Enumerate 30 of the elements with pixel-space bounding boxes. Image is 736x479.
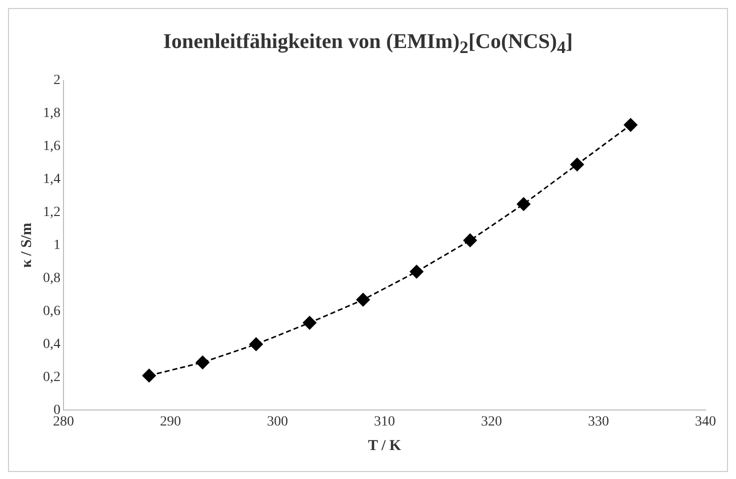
y-tick-label: 1,8 xyxy=(43,106,60,122)
y-axis-title: κ / S/m xyxy=(18,222,35,268)
y-tick-label: 1 xyxy=(54,238,60,253)
x-tick-label: 280 xyxy=(53,414,74,430)
point xyxy=(302,316,316,330)
x-tick-label: 310 xyxy=(374,414,395,430)
x-tick-label: 290 xyxy=(160,414,181,430)
chart-title: Ionenleitfähigkeiten von (EMIm)$_{2}$[Co(NCS)$_{4}$] xyxy=(162,28,574,60)
point xyxy=(196,356,210,370)
point xyxy=(463,234,477,248)
point xyxy=(249,337,263,351)
y-tick-label: 1,2 xyxy=(43,204,60,220)
point xyxy=(570,158,584,172)
y-tick-label: 1,4 xyxy=(43,172,60,188)
y-tick-label: 0,6 xyxy=(43,304,60,319)
point xyxy=(410,264,424,278)
y-tick-label: 2 xyxy=(54,73,60,88)
y-tick-label: 0,8 xyxy=(43,270,60,286)
y-tick-label: 0,4 xyxy=(43,336,60,352)
point xyxy=(142,368,156,382)
x-tick-label: 340 xyxy=(695,414,716,430)
point xyxy=(516,197,530,211)
point xyxy=(356,292,370,306)
x-tick-label: 320 xyxy=(481,414,502,430)
x-tick-label: 330 xyxy=(588,414,609,430)
x-axis-title: T / K xyxy=(368,438,402,454)
y-tick-label: 0,2 xyxy=(43,370,60,385)
x-tick-label: 300 xyxy=(267,414,288,430)
point xyxy=(624,118,638,132)
y-tick-label: 1,6 xyxy=(43,139,60,154)
